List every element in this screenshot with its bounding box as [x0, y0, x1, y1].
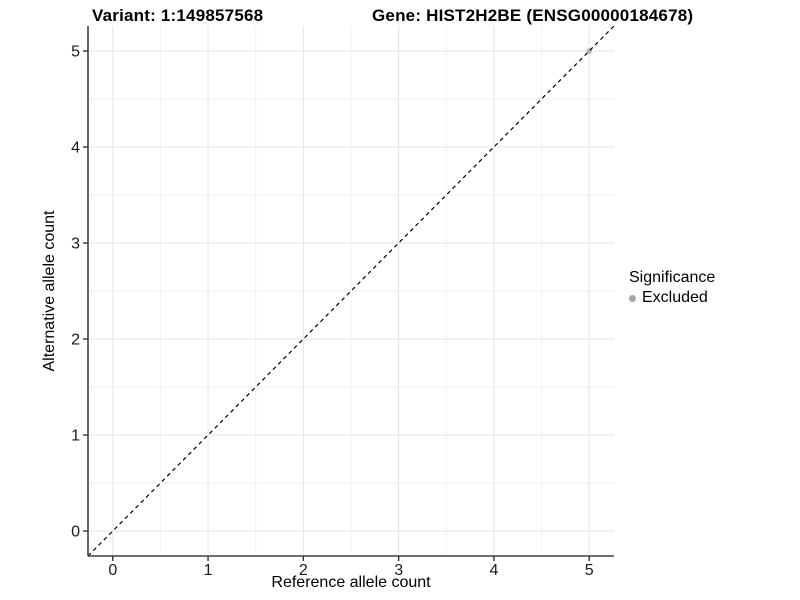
- y-axis-title: Alternative allele count: [41, 210, 58, 372]
- x-tick-label: 1: [204, 562, 213, 579]
- x-tick-label: 2: [299, 562, 308, 579]
- y-tick-label: 3: [71, 235, 80, 252]
- y-tick-label: 5: [71, 43, 80, 60]
- excluded-point-icon: [629, 294, 636, 302]
- x-tick-label: 3: [394, 562, 403, 579]
- legend-entry-label: Excluded: [642, 289, 708, 306]
- legend-title: Significance: [629, 269, 716, 286]
- gene-title: Gene: HIST2H2BE (ENSG00000184678): [372, 6, 694, 25]
- y-tick-label: 0: [71, 524, 80, 541]
- legend: Significance Excluded: [629, 267, 715, 308]
- x-axis-title: Reference allele count: [271, 574, 431, 591]
- variant-title: Variant: 1:149857568: [92, 6, 264, 25]
- y-tick-label: 1: [71, 428, 80, 445]
- x-tick-label: 0: [108, 562, 117, 579]
- y-tick-label: 2: [71, 332, 80, 349]
- x-tick-label: 4: [489, 562, 498, 579]
- x-tick-label: 5: [585, 562, 594, 579]
- y-tick-label: 4: [71, 139, 80, 156]
- legend-entry-excluded: Excluded: [629, 288, 715, 308]
